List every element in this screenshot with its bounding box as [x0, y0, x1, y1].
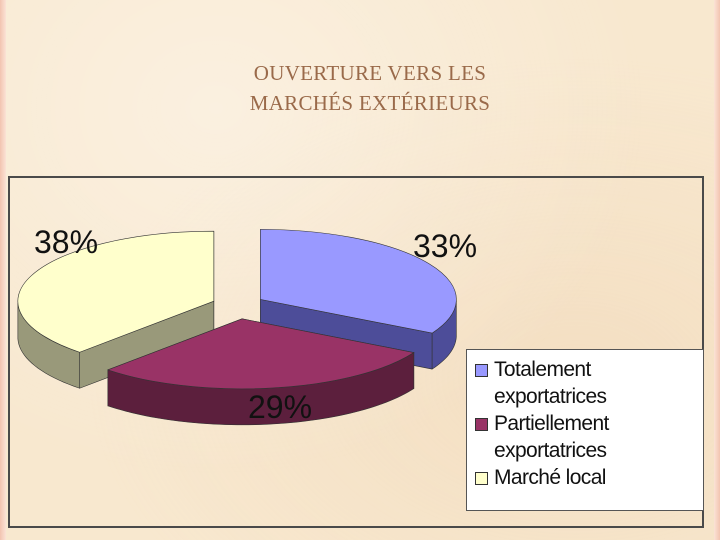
slide-right-edge	[714, 0, 720, 540]
pie-top-marche-local	[17, 230, 215, 353]
slide-title-line-2: MARCHÉS EXTÉRIEURS	[249, 91, 491, 115]
legend-label-marche-local: Marché local	[494, 466, 606, 489]
legend-item-marche-local: Marché local	[475, 464, 697, 491]
pie-slice-marche-local	[17, 230, 215, 389]
pie-top-partiellement	[107, 318, 415, 390]
legend-label-totalement: Totalement exportatrices	[494, 358, 607, 408]
data-label-marche-local: 38%	[34, 224, 98, 260]
data-label-partiellement: 29%	[248, 389, 312, 425]
legend-swatch-marche-local	[475, 472, 488, 485]
legend-item-totalement: Totalement exportatrices	[475, 356, 697, 410]
pie-top-totalement	[260, 229, 457, 334]
legend-label-partiellement: Partiellement exportatrices	[494, 412, 609, 462]
pie-slice-partiellement	[107, 318, 415, 426]
slide-title: OUVERTURE VERS LES MARCHÉS EXTÉRIEURS	[0, 58, 720, 118]
slide-title-line-1: OUVERTURE VERS LES	[253, 61, 487, 85]
chart-legend: Totalement exportatrices Partiellement e…	[466, 349, 704, 511]
legend-swatch-partiellement	[475, 418, 488, 431]
legend-swatch-totalement	[475, 364, 488, 377]
legend-item-partiellement: Partiellement exportatrices	[475, 410, 697, 464]
slide-left-edge	[0, 0, 6, 540]
data-label-totalement: 33%	[413, 228, 477, 264]
